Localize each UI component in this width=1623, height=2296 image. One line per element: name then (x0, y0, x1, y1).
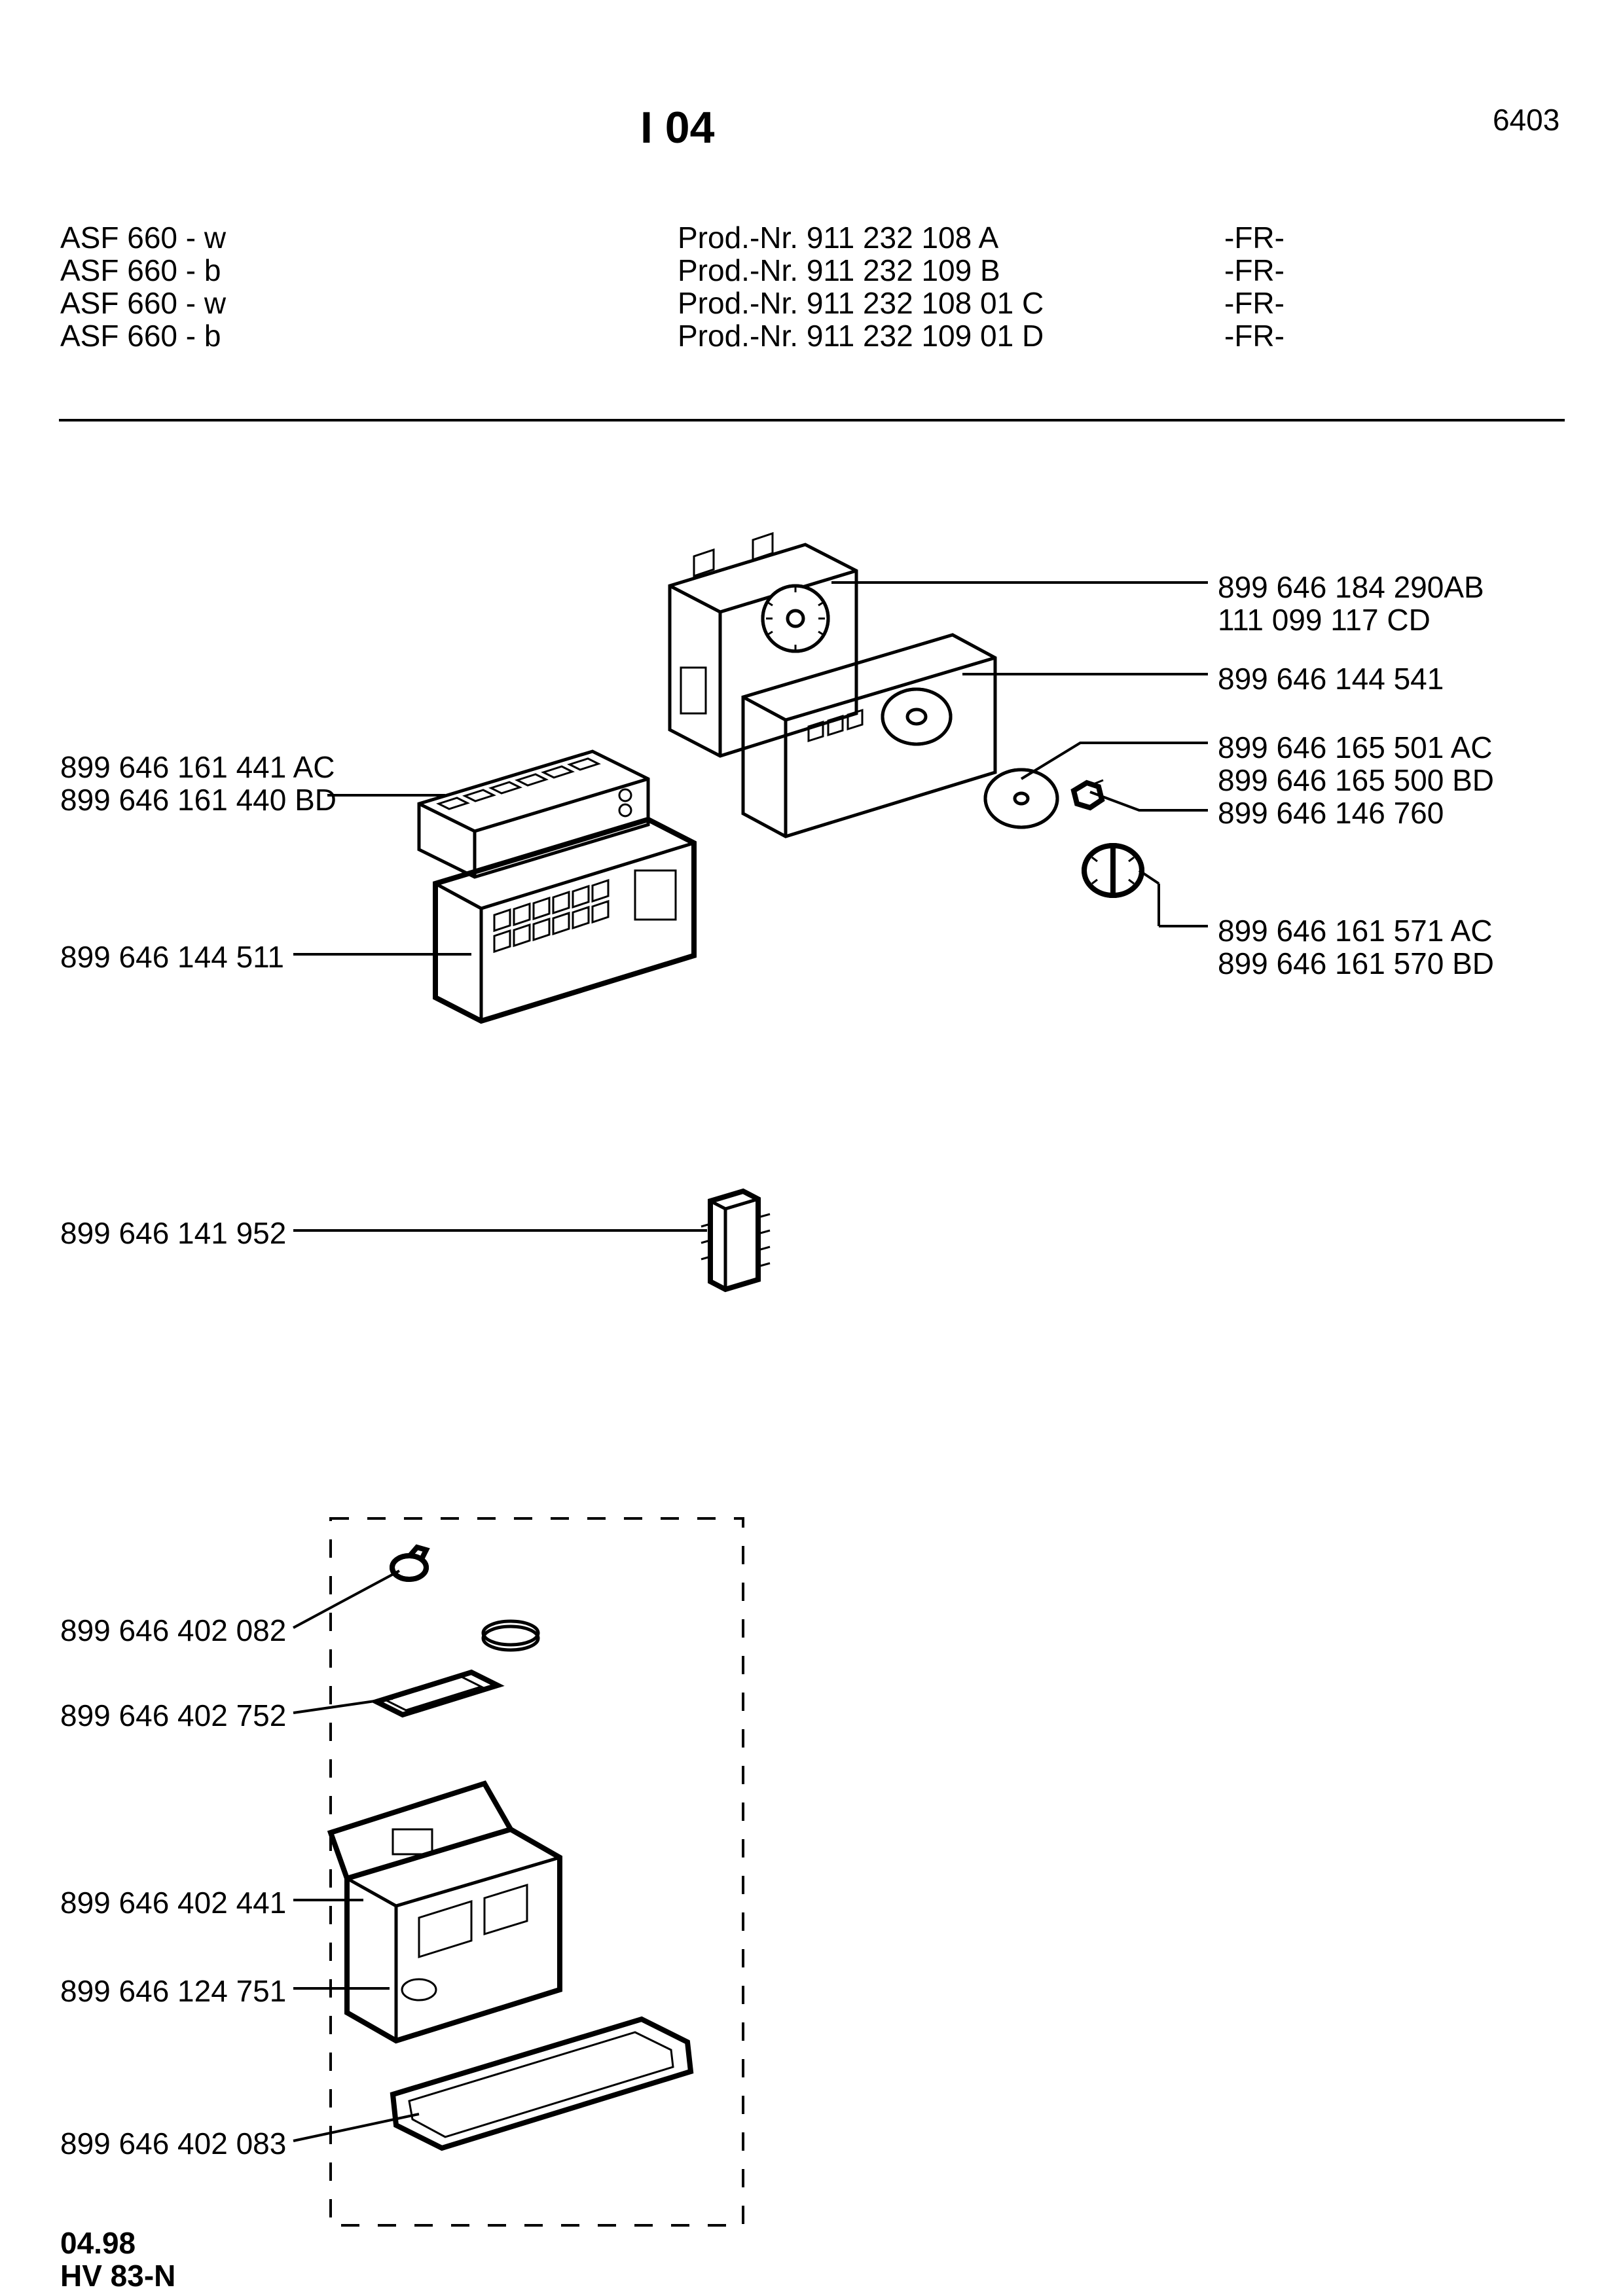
footer-code: HV 83-N (60, 2258, 175, 2293)
lower-diagram (0, 0, 1623, 2296)
footer-date: 04.98 (60, 2225, 136, 2261)
page: I 04 6403 ASF 660 - w Prod.-Nr. 911 232 … (0, 0, 1623, 2296)
